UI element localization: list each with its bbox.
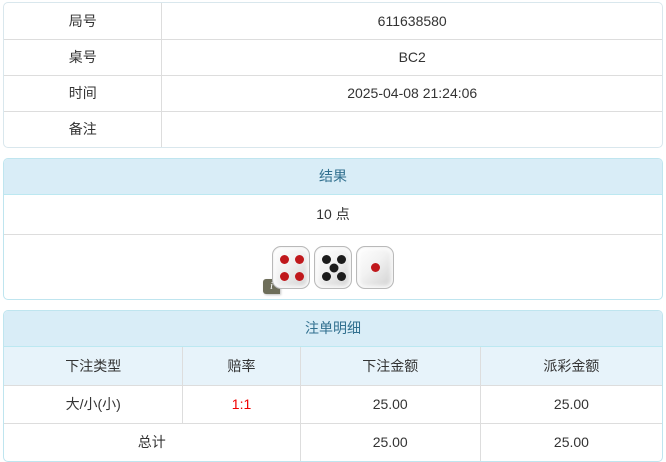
dice-strip: i [263, 245, 394, 294]
round-number-label: 局号 [4, 3, 163, 40]
total-row: 总计 25.00 25.00 [4, 423, 662, 461]
table-row: 桌号 BC2 [4, 39, 662, 76]
total-payout-amount: 25.00 [553, 434, 589, 451]
bets-panel: 注单明细 下注类型 赔率 下注金额 派彩金额 大/小(小) 1:1 25.00 … [3, 310, 663, 462]
die-1-icon [272, 245, 310, 289]
table-number-value: BC2 [161, 39, 662, 76]
result-panel: 结果 10 点 i [3, 158, 663, 300]
remark-value [162, 111, 662, 147]
table-row: 时间 2025-04-08 21:24:06 [4, 75, 662, 112]
col-bet-amount: 下注金额 [300, 347, 481, 386]
result-points: 10 点 [4, 195, 662, 235]
die-3-icon [356, 245, 394, 289]
round-number-value: 611638580 [161, 3, 662, 40]
game-info-table: 局号 611638580 桌号 BC2 时间 2025-04-08 21:24:… [4, 3, 662, 147]
bet-amount: 25.00 [300, 385, 481, 424]
remark-label: 备注 [4, 111, 163, 147]
bet-row: 大/小(小) 1:1 25.00 25.00 [4, 385, 662, 424]
bet-type: 大/小(小) [4, 385, 184, 424]
bet-odds: 1:1 [182, 385, 301, 424]
table-row: 局号 611638580 [4, 3, 662, 40]
col-payout-amount: 派彩金额 [480, 347, 662, 386]
die-2-icon [314, 245, 352, 289]
col-odds: 赔率 [182, 347, 301, 386]
table-number-label: 桌号 [4, 39, 163, 76]
bets-table: 下注类型 赔率 下注金额 派彩金额 大/小(小) 1:1 25.00 25.00… [4, 347, 662, 461]
bets-panel-title: 注单明细 [4, 311, 662, 347]
total-bet-amount: 25.00 [300, 423, 481, 461]
dice-row: i [4, 235, 662, 299]
game-info-panel: 局号 611638580 桌号 BC2 时间 2025-04-08 21:24:… [3, 2, 663, 148]
result-panel-title: 结果 [4, 159, 662, 195]
table-row: 备注 [4, 111, 662, 147]
time-value: 2025-04-08 21:24:06 [161, 75, 662, 112]
total-label: 总计 [4, 423, 301, 461]
time-label: 时间 [4, 75, 163, 112]
col-bet-type: 下注类型 [4, 347, 184, 386]
bets-header-row: 下注类型 赔率 下注金额 派彩金额 [4, 347, 662, 386]
bet-payout: 25.00 [480, 385, 662, 424]
